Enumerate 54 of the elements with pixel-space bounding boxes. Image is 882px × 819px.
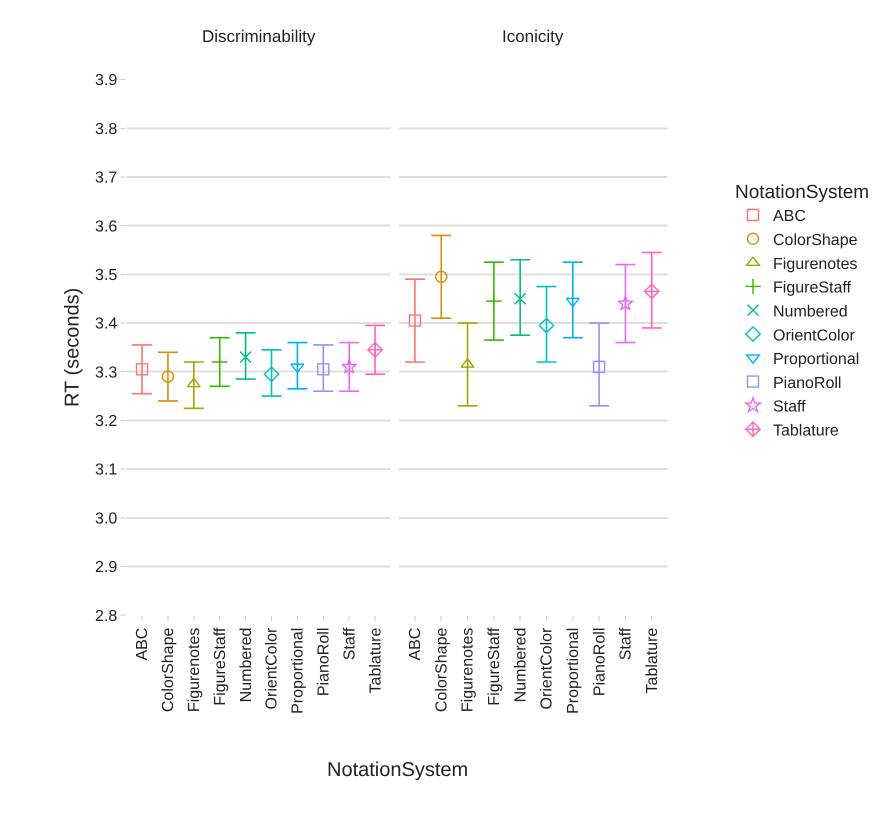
legend-label: PianoRoll [773,374,842,392]
y-axis-title: RT (seconds) [62,288,84,408]
legend-label: Staff [773,398,806,416]
legend-label: OrientColor [773,327,856,344]
y-tick-label: 3.9 [95,72,118,90]
point [485,292,502,310]
y-tick-label: 3.6 [95,218,118,236]
x-tick-label: Staff [341,627,358,660]
x-tick-label: Tablature [367,628,384,694]
y-tick-label: 2.8 [95,608,118,625]
x-tick-label: FigureStaff [486,627,504,706]
legend-label: Figurenotes [773,256,858,273]
y-tick-label: 3.7 [95,170,118,187]
x-axis-title: NotationSystem [327,759,468,781]
x-tick-label: OrientColor [538,626,556,710]
x-tick-label: Proportional [290,628,307,714]
point [514,292,526,305]
point [592,360,606,374]
legend-title: NotationSystem [735,182,870,204]
x-tick-label: Proportional [565,628,582,714]
legend-label: Tablature [773,422,839,440]
point [408,314,422,327]
x-tick-label: ABC [134,628,152,661]
y-tick-label: 3.1 [95,462,118,479]
x-tick-label: Figurenotes [460,628,477,712]
x-tick-label: OrientColor [264,626,281,710]
y-tick-label: 3.4 [95,316,118,333]
x-tick-label: PianoRoll [316,628,332,696]
point [617,295,634,310]
x-tick-label: Staff [618,627,635,660]
y-tick-label: 3.2 [95,413,118,430]
y-tick-label: 3.3 [95,364,118,382]
y-tick-label: 3.0 [95,510,118,528]
legend-label: ColorShape [773,232,858,250]
x-tick-label: ColorShape [433,628,450,712]
point [538,318,554,334]
y-tick-label: 3.5 [95,266,118,284]
legend-label: Proportional [773,351,860,368]
legend-label: Numbered [773,303,848,320]
x-tick-label: Numbered [238,628,255,702]
point [435,270,448,283]
y-tick-label: 3.8 [95,120,118,138]
chart-title: Discriminability [202,27,316,46]
legend-label: FigureStaff [773,280,852,297]
point [644,284,660,300]
y-tick-label: 2.9 [95,559,118,576]
x-tick-label: FigureStaff [212,627,229,706]
x-tick-label: ABC [407,628,424,661]
x-tick-label: Tablature [644,628,661,694]
x-tick-label: ColorShape [160,628,178,712]
x-tick-label: Numbered [512,628,530,702]
chart-title: Iconicity [502,27,564,46]
x-tick-label: PianoRoll [591,628,608,696]
x-tick-label: Figurenotes [186,628,204,712]
